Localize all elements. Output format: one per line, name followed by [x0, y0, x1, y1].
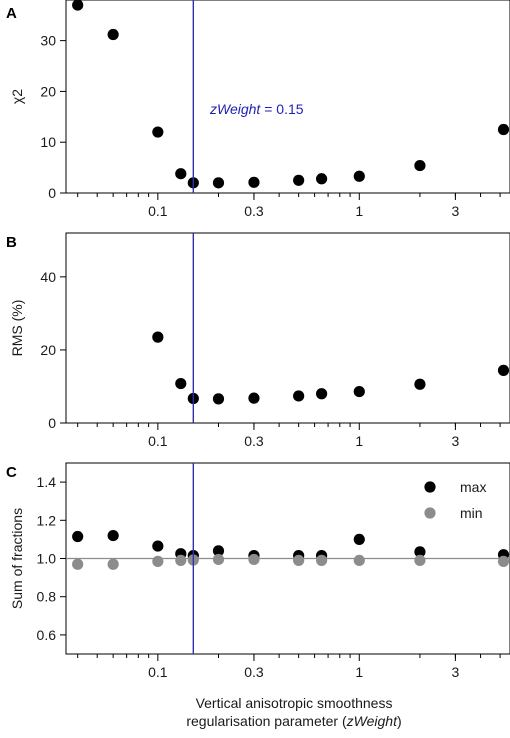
data-point-min: [315, 554, 328, 567]
panel-letter: C: [6, 464, 17, 481]
legend: max min: [424, 479, 486, 521]
data-point-min: [353, 554, 365, 567]
panel-letter: B: [6, 234, 17, 251]
y-tick-label: 0.8: [37, 589, 57, 605]
data-point: [175, 377, 187, 390]
x-tick-label: 1: [355, 203, 363, 219]
data-point: [497, 364, 510, 376]
annotation-italic: zWeight: [209, 101, 261, 117]
data-point: [315, 173, 328, 185]
data-point: [315, 388, 328, 400]
x-tick-label: 0.3: [244, 433, 264, 449]
data-point-min: [107, 558, 119, 570]
data-point: [212, 393, 225, 405]
data-point: [353, 385, 365, 398]
data-point: [248, 176, 260, 188]
data-point-min: [248, 553, 260, 566]
y-tick-label: 20: [40, 342, 56, 358]
x-axis-label-line2: regularisation parameter (zWeight): [186, 713, 401, 729]
x-tick-label: 3: [451, 203, 459, 219]
data-point: [293, 174, 305, 186]
data-point-min: [293, 554, 305, 567]
legend-label: max: [460, 479, 486, 495]
y-axis-label: Sum of fractions: [9, 508, 25, 609]
y-tick-label: 0.6: [37, 627, 57, 643]
y-axis-label: χ2: [9, 89, 25, 104]
plot-frame: [65, 232, 510, 424]
y-tick-label: 1.4: [37, 474, 57, 490]
data-point: [293, 390, 305, 402]
y-tick-label: 0: [48, 185, 56, 201]
plot-frame: [65, 0, 510, 194]
data-point: [72, 0, 84, 11]
y-tick-label: 1.0: [37, 551, 57, 567]
panel-a: Aχ2 0 10 20 30 0.1 0.3 1 3 zWeight = 0.15: [6, 0, 510, 219]
x-tick-label: 0.3: [244, 664, 264, 680]
data-point: [107, 529, 119, 542]
panel-c: C Sum of fractions 0.6 0.8 1.0 1.2 1.4 0.1 0.3 1 3…: [6, 462, 510, 680]
data-point-min: [175, 554, 187, 567]
x-tick-label: 0.1: [148, 203, 168, 219]
x-tick-label: 0.1: [148, 664, 168, 680]
data-point: [353, 170, 365, 182]
data-point: [107, 28, 119, 41]
data-point-min: [212, 553, 225, 566]
data-point: [152, 126, 164, 138]
x-tick-label: 3: [451, 664, 459, 680]
data-point: [152, 540, 164, 552]
y-tick-label: 0: [48, 415, 56, 431]
x-tick-label: 0.1: [148, 433, 168, 449]
legend-label: min: [460, 505, 483, 521]
y-tick-label: 20: [40, 83, 56, 99]
data-point-min: [497, 555, 510, 567]
y-tick-label: 40: [40, 269, 56, 285]
data-point: [414, 378, 426, 390]
data-point: [212, 177, 225, 189]
data-point: [152, 331, 164, 343]
data-point-min: [414, 554, 426, 567]
y-tick-label: 10: [40, 134, 56, 150]
x-axis-label-line1: Vertical anisotropic smoothness: [196, 695, 393, 711]
x-axis-label: Vertical anisotropic smoothness regulari…: [186, 695, 401, 729]
annotation-value: = 0.15: [260, 101, 303, 117]
data-point: [497, 123, 510, 136]
data-point: [414, 546, 426, 558]
zweight-annotation: zWeight = 0.15: [209, 101, 304, 117]
data-point-min: [72, 558, 84, 570]
data-point-min: [152, 555, 164, 567]
x-tick-label: 3: [451, 433, 459, 449]
y-tick-label: 1.2: [37, 512, 57, 528]
y-axis-label: RMS (%): [9, 300, 25, 357]
data-point: [248, 392, 260, 404]
y-tick-label: 30: [40, 33, 56, 49]
legend-marker: [424, 507, 436, 519]
x-tick-label: 0.3: [244, 203, 264, 219]
data-point: [353, 533, 365, 546]
panel-letter: A: [6, 5, 17, 22]
panel-b: B RMS (%) 0 20 40 0.1 0.3 1 3: [6, 232, 510, 449]
data-point: [175, 168, 187, 180]
data-point: [212, 545, 225, 557]
x-tick-label: 1: [355, 664, 363, 680]
data-point: [414, 159, 426, 172]
legend-marker: [424, 481, 436, 493]
x-tick-label: 1: [355, 433, 363, 449]
data-point: [72, 530, 84, 543]
